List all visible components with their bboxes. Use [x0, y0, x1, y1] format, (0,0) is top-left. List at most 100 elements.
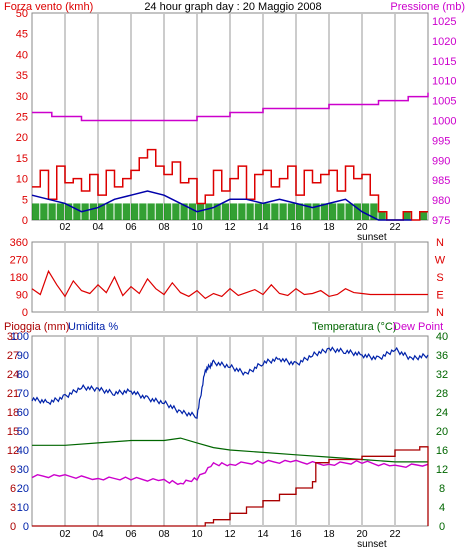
wind-calm-bar	[213, 203, 221, 220]
wind-calm-bar	[197, 203, 205, 220]
wind-calm-bar	[81, 203, 89, 220]
wind-calm-bar	[122, 203, 130, 220]
x-tick-label: 20	[356, 529, 368, 540]
left-tick-label: 10	[16, 174, 28, 186]
temperature-axis-title: Temperatura (°C)	[312, 321, 396, 333]
rain-tick-label: 9	[10, 464, 16, 476]
temperature-tick-label: 16	[436, 445, 448, 457]
wind-calm-bar	[164, 203, 172, 220]
temperature-tick-label: 20	[436, 426, 448, 438]
x-tick-label: 10	[191, 222, 203, 233]
wind-calm-bar	[238, 203, 246, 220]
humidity-axis-title: Umidita %	[68, 321, 118, 333]
humidity-tick-label: 90	[17, 350, 29, 362]
rain-tick-label: 30	[7, 331, 19, 343]
wind-calm-bar	[180, 203, 188, 220]
right-tick-label: 1020	[432, 36, 456, 48]
x-tick-label: 14	[257, 222, 269, 233]
rain-tick-label: 6	[10, 483, 16, 495]
rain-tick-label: 0	[10, 521, 16, 533]
left-tick-label: 25	[16, 112, 28, 124]
x-tick-label: 22	[389, 222, 401, 233]
rain-tick-label: 21	[7, 388, 19, 400]
wind-calm-bar	[114, 203, 122, 220]
wind-calm-bar	[345, 203, 353, 220]
wind-calm-bar	[106, 203, 114, 220]
wind-calm-bar	[370, 203, 378, 220]
wind-speed-line	[32, 148, 428, 221]
wind-calm-bar	[279, 203, 287, 220]
temperature-tick-label: 36	[436, 350, 448, 362]
pressure-line	[32, 92, 429, 122]
x-tick-label: 12	[224, 529, 236, 540]
wind-calm-bar	[403, 211, 411, 220]
wind-calm-bar	[271, 203, 279, 220]
temperature-tick-label: 0	[439, 521, 445, 533]
rain-tick-label: 3	[10, 502, 16, 514]
wind-calm-bar	[320, 203, 328, 220]
sunset-label: sunset	[357, 232, 387, 243]
right-tick-label: 980	[432, 195, 450, 207]
compass-label: S	[436, 272, 443, 284]
wind-calm-bar	[329, 203, 337, 220]
wind-calm-bar	[73, 203, 81, 220]
x-tick-label: 16	[290, 222, 302, 233]
wind-calm-bar	[139, 203, 147, 220]
wind-calm-bar	[147, 203, 155, 220]
wind-calm-bar	[419, 211, 427, 220]
compass-label: N	[436, 237, 444, 249]
right-tick-label: 975	[432, 215, 450, 227]
wind-calm-bar	[40, 203, 48, 220]
temperature-tick-label: 32	[436, 369, 448, 381]
wind-calm-bar	[296, 203, 304, 220]
wind-calm-bar	[131, 203, 139, 220]
wind-calm-bar	[353, 203, 361, 220]
x-tick-label: 18	[323, 222, 335, 233]
left-tick-label: 40	[16, 49, 28, 61]
left-tick-label: 50	[16, 8, 28, 20]
wind-calm-bar	[89, 203, 97, 220]
temperature-tick-label: 28	[436, 388, 448, 400]
rain-tick-label: 27	[7, 350, 19, 362]
wind-calm-bar	[98, 203, 106, 220]
compass-label: E	[436, 290, 443, 302]
wind-calm-bar	[362, 203, 370, 220]
wind-calm-bar	[304, 203, 312, 220]
wind-calm-bar	[188, 203, 196, 220]
left-tick-label: 15	[16, 153, 28, 165]
x-tick-label: 06	[125, 222, 137, 233]
x-tick-label: 02	[59, 529, 71, 540]
sunset-label: sunset	[357, 539, 387, 550]
right-tick-label: 1025	[432, 16, 456, 28]
wind-calm-bar	[287, 203, 295, 220]
dew-point-axis-title: Dew Point	[393, 321, 443, 333]
compass-label: W	[435, 255, 446, 267]
humidity-tick-label: 60	[17, 407, 29, 419]
wind-calm-bar	[246, 203, 254, 220]
wind-calm-bar	[312, 203, 320, 220]
left-tick-label: 45	[16, 29, 28, 41]
wind-calm-bar	[263, 203, 271, 220]
compass-label: N	[436, 307, 444, 319]
direction-tick-label: 180	[10, 272, 28, 284]
temperature-tick-label: 4	[439, 502, 445, 514]
left-axis-title: Forza vento (kmh)	[4, 1, 93, 13]
x-tick-label: 14	[257, 529, 269, 540]
x-tick-label: 16	[290, 529, 302, 540]
humidity-tick-label: 100	[11, 331, 29, 343]
temperature-tick-label: 12	[436, 464, 448, 476]
right-tick-label: 985	[432, 175, 450, 187]
wind-calm-bar	[221, 203, 229, 220]
humidity-tick-label: 40	[17, 445, 29, 457]
humidity-tick-label: 70	[17, 388, 29, 400]
direction-tick-label: 360	[10, 237, 28, 249]
left-tick-label: 35	[16, 70, 28, 82]
x-tick-label: 22	[389, 529, 401, 540]
x-tick-label: 10	[191, 529, 203, 540]
x-tick-label: 18	[323, 529, 335, 540]
x-tick-label: 06	[125, 529, 137, 540]
wind-calm-bar	[230, 203, 238, 220]
right-tick-label: 1010	[432, 76, 456, 88]
chart-title: 24 hour graph day : 20 Maggio 2008	[144, 1, 321, 13]
